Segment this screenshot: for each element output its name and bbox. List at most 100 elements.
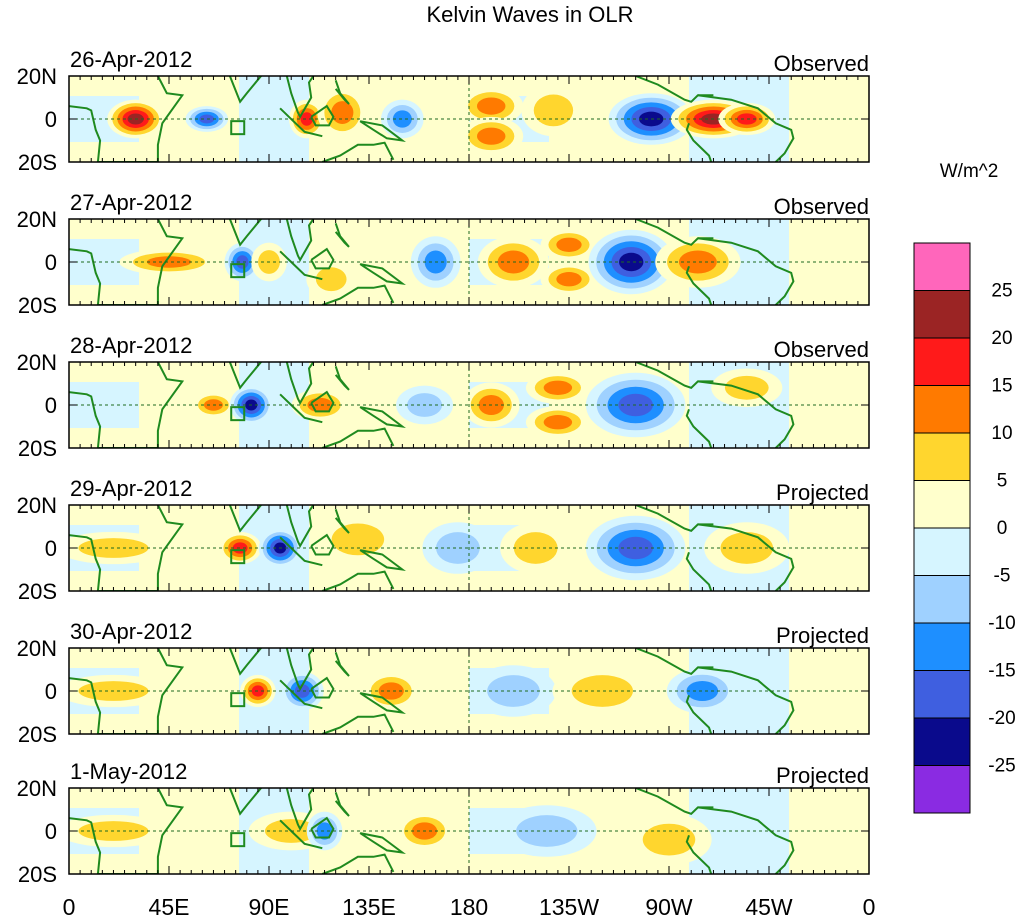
colorbar-swatch: [913, 432, 971, 481]
coastline: [197, 505, 263, 533]
colorbar-label: -10: [988, 613, 1015, 634]
coastline: [279, 819, 323, 850]
coastline: [697, 666, 795, 734]
anomaly-contour: [736, 113, 757, 125]
anomaly-contour: [513, 532, 558, 564]
y-tick-label: 20S: [18, 293, 57, 318]
colorbar-label: 5: [997, 471, 1008, 492]
x-tick-label: 90E: [249, 894, 290, 920]
x-axis: 0 45E 90E 135E 180 135W 90W 45W 0: [63, 894, 876, 920]
panel-status: Projected: [776, 480, 869, 505]
coastline: [334, 222, 350, 248]
coastline: [285, 362, 315, 405]
colorbar-label: -25: [988, 756, 1015, 777]
anomaly-8: [704, 522, 790, 574]
colorbar-swatch: [913, 527, 971, 576]
panel-status: Observed: [774, 51, 869, 76]
y-tick-label: 20N: [17, 350, 57, 375]
coastline: [310, 104, 335, 127]
coastline: [697, 94, 795, 162]
coastlines: [69, 788, 795, 874]
anomaly-8: [521, 84, 586, 137]
panel-status: Projected: [776, 763, 869, 788]
panel-date: 26-Apr-2012: [70, 47, 192, 72]
anomaly-contour: [331, 101, 354, 125]
coastline: [334, 365, 350, 391]
coastline: [197, 219, 263, 247]
reference-box: [230, 406, 246, 422]
y-tick-label: 20N: [17, 636, 57, 661]
x-tick-label: 45W: [745, 894, 793, 920]
panel-date: 29-Apr-2012: [70, 476, 192, 501]
reference-box: [230, 832, 246, 848]
coastline: [321, 284, 395, 305]
coastline: [197, 648, 263, 676]
anomaly-6: [500, 522, 572, 574]
coastline: [310, 816, 335, 839]
anomaly-contour: [543, 415, 573, 430]
anomaly-10: [655, 236, 741, 288]
colorbar-label: 15: [991, 376, 1012, 397]
anomaly-4: [306, 259, 357, 299]
y-tick-label: 20N: [17, 207, 57, 232]
anomaly-6: [626, 813, 712, 866]
anomaly-9: [711, 368, 783, 408]
coastline: [69, 648, 185, 734]
reference-box: [230, 263, 246, 279]
anomaly-contour: [516, 815, 578, 847]
panel-1: 20N 0 20S 26-Apr-2012 Observed: [17, 47, 870, 175]
anomaly-2: [224, 242, 261, 282]
coastline: [697, 806, 795, 874]
x-tick-label: 135W: [539, 894, 599, 920]
anomaly-5: [381, 99, 424, 139]
colorbar-swatch: [913, 622, 971, 671]
panel-date: 28-Apr-2012: [70, 333, 192, 358]
colorbar-swatch: [913, 290, 971, 339]
coastline: [697, 523, 795, 591]
colorbar-swatch: [913, 765, 971, 814]
colorbar-swatch: [913, 242, 971, 291]
reference-box: [230, 549, 246, 565]
x-tick-label: 45E: [149, 894, 190, 920]
coastline: [321, 141, 395, 162]
anomaly-3: [289, 99, 325, 139]
colorbar-label: 20: [991, 328, 1012, 349]
panel-date: 30-Apr-2012: [70, 619, 192, 644]
coastline: [197, 76, 263, 104]
colorbar-swatch: [913, 670, 971, 719]
anomaly-9: [588, 229, 674, 295]
anomaly-contour: [642, 823, 696, 856]
coastline: [285, 76, 315, 119]
anomaly-contour: [199, 114, 215, 124]
coastline: [685, 694, 713, 734]
anomaly-7: [666, 668, 738, 714]
anomaly-contour: [619, 252, 644, 272]
anomaly-contour: [392, 110, 412, 128]
coastline: [197, 362, 263, 390]
coastline: [279, 107, 323, 138]
anomaly-contour: [316, 822, 333, 840]
panel-status: Observed: [774, 337, 869, 362]
colorbar: W/m^2 25 20 15 10 5 0 -5 -10 -15 -20 -25: [913, 161, 1016, 814]
reference-box: [230, 120, 246, 136]
chart-title: Kelvin Waves in OLR: [426, 2, 633, 27]
anomaly-6: [459, 86, 524, 126]
anomaly-contour: [533, 94, 574, 127]
coastline: [69, 362, 185, 448]
y-tick-label: 20N: [17, 776, 57, 801]
coastline: [285, 505, 315, 549]
coastline: [321, 570, 395, 591]
coastline: [685, 265, 713, 305]
y-tick-label: 20N: [17, 493, 57, 518]
anomaly-6: [525, 371, 590, 404]
colorbar-swatch: [913, 717, 971, 766]
x-tick-label: 0: [63, 894, 76, 920]
coastline: [279, 250, 323, 281]
anomaly-8: [540, 263, 598, 296]
coastline: [69, 788, 185, 874]
y-tick-label: 0: [45, 250, 57, 275]
y-tick-label: 0: [45, 393, 57, 418]
colorbar-label: -20: [988, 708, 1015, 729]
coastline: [334, 79, 350, 105]
coastline: [359, 692, 406, 715]
